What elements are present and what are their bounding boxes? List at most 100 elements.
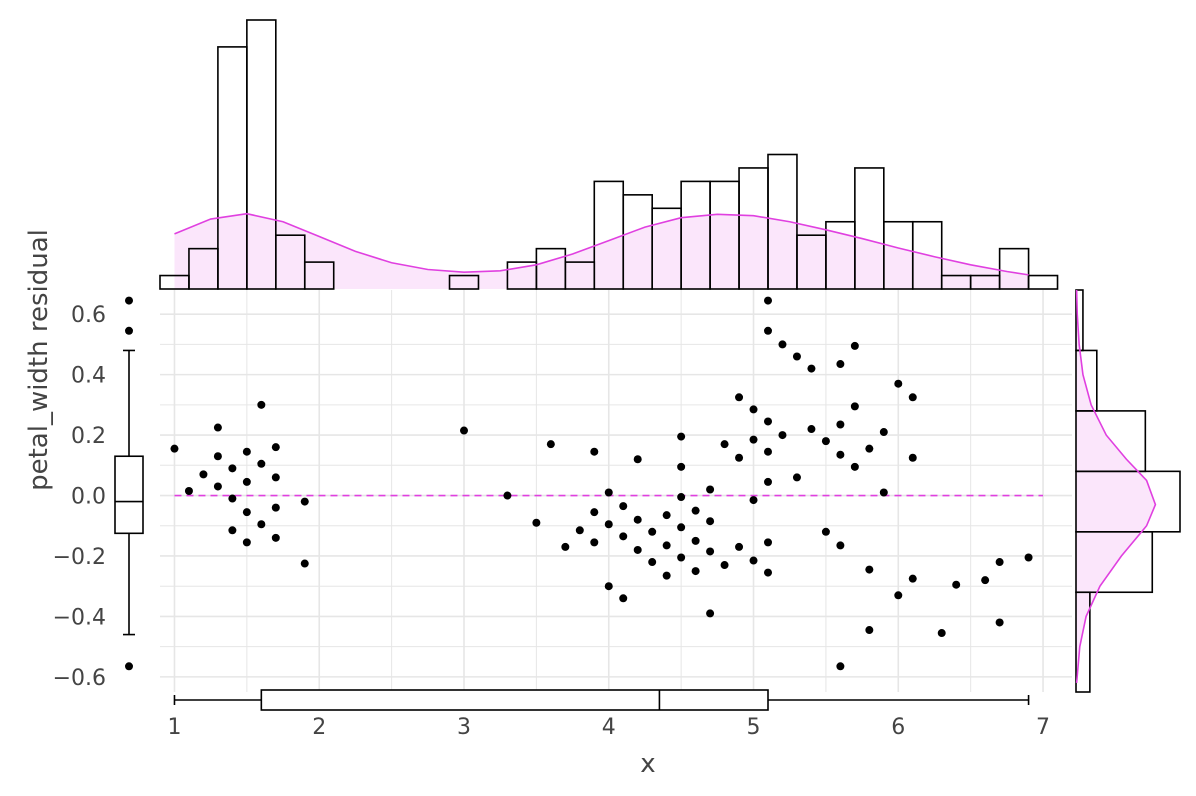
y-box-outlier [125,296,133,305]
scatter-point [821,527,830,536]
x-histogram-bar [767,153,798,290]
scatter-point [706,547,715,556]
scatter-point [561,542,570,551]
scatter-point [764,538,772,547]
x-box-iqr [260,689,769,711]
grid-lines [160,290,1072,692]
scatter-point [879,428,888,437]
scatter-point [619,532,628,541]
scatter-point [662,511,671,520]
scatter-point [242,447,251,456]
scatter-point [184,487,193,495]
scatter-point [749,496,758,505]
y-tick-label: −0.6 [53,666,106,691]
scatter-point [677,553,686,562]
scatter-point [908,393,917,402]
scatter-point [735,393,744,402]
scatter-point [764,417,772,426]
scatter-point [807,425,816,434]
scatter-point [575,526,584,535]
x-axis-title: x [640,749,655,779]
scatter-point [213,423,222,432]
scatter-point [735,453,744,462]
y-marginal-histogram [1075,289,1181,693]
scatter-point [213,482,222,491]
scatter-point [691,536,700,545]
scatter-point [677,493,686,502]
scatter-point [271,443,280,452]
scatter-point [735,542,744,551]
scatter-point [228,526,237,535]
y-kde-line [1075,289,1157,684]
scatter-point [764,296,772,305]
scatter-point [749,405,758,414]
scatter-point [300,497,309,506]
x-tick-labels: 1 2 3 4 5 6 7 [167,715,1050,740]
scatter-point [836,450,845,459]
scatter-point [894,591,903,600]
x-tick-label: 1 [167,715,181,740]
scatter-point [995,558,1004,567]
scatter-point [633,515,642,524]
x-tick-label: 4 [602,715,616,740]
scatter-point [633,455,642,464]
y-kde-area [1076,290,1156,683]
scatter-point [604,520,613,529]
scatter-point [995,618,1004,627]
scatter-point [257,459,266,468]
scatter-point [850,462,859,471]
scatter-point [199,470,208,479]
scatter-point [908,453,917,462]
x-tick-label: 2 [312,715,326,740]
scatter-point [706,485,715,494]
y-tick-label: 0.0 [71,485,106,510]
scatter-point [792,352,801,361]
scatter-point [865,565,874,574]
scatter-point [836,360,845,369]
scatter-point [257,400,266,409]
scatter-point [590,508,599,517]
x-marginal-boxplot [173,689,1030,711]
scatter-point [749,435,758,444]
x-histogram-bar [1027,274,1059,290]
scatter-point [228,494,237,503]
x-histogram-bar [303,261,335,290]
scatter-point [749,556,758,565]
scatter-point [807,364,816,373]
scatter-point [981,576,990,585]
scatter-point [271,473,280,482]
x-histogram-bar [246,19,277,290]
scatter-point [836,420,845,429]
y-tick-label: 0.2 [71,424,106,449]
y-tick-label: 0.4 [71,364,106,389]
scatter-point [677,462,686,471]
scatter-point [662,541,671,550]
scatter-point [619,594,628,603]
scatter-point [879,488,888,497]
scatter-point [503,491,512,500]
scatter-point [720,561,729,570]
scatter-point [677,523,686,532]
scatter-point [1024,553,1033,562]
scatter-point [937,629,946,638]
scatter-point [460,426,468,435]
scatter-point [894,379,903,388]
scatter-point [648,558,657,567]
scatter-point [764,447,772,456]
scatter-point [271,533,280,542]
x-kde-area [174,213,1029,289]
y-tick-labels: −0.6 −0.4 −0.2 0.0 0.2 0.4 0.6 [53,303,106,691]
scatter-point [546,440,555,449]
x-histogram-bar [448,274,480,290]
scatter-point [691,567,700,576]
y-tick-label: −0.4 [53,605,106,630]
y-box-outlier [125,662,133,671]
scatter-point [590,538,599,547]
scatter-point [532,518,541,527]
x-tick-label: 6 [891,715,905,740]
scatter-point [821,437,830,446]
scatter-point [242,508,251,517]
scatter-point [170,444,179,453]
